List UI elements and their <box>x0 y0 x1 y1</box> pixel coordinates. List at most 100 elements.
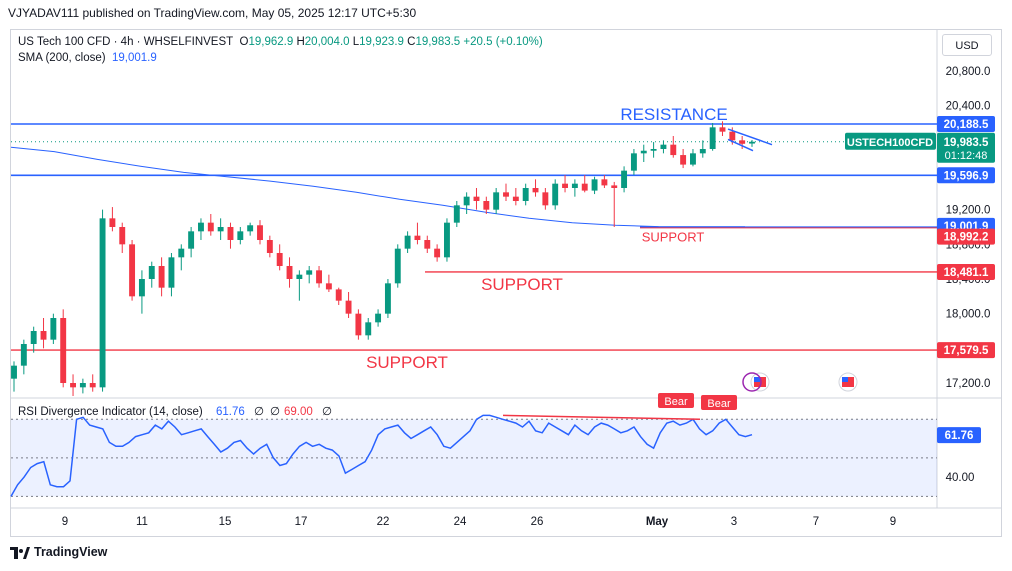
legend-price-row: US Tech 100 CFD · 4h · WHSELFINVEST O19,… <box>18 34 543 50</box>
candle-body <box>237 231 244 240</box>
price-label-bg <box>937 167 995 184</box>
candle-body <box>522 188 529 201</box>
candle-body <box>463 196 470 206</box>
x-tick-label: 17 <box>295 516 308 528</box>
bear-label-bg <box>658 393 694 408</box>
symbol-tag-bg <box>845 132 936 150</box>
price-label: 18,481.1 <box>944 267 989 279</box>
candle-body <box>394 248 401 284</box>
footer-text: TradingView <box>34 545 108 559</box>
rsi-line <box>10 414 753 497</box>
x-tick-label: 3 <box>731 516 737 528</box>
candle-body <box>719 127 726 132</box>
rsi-legend-value-2: 69.00 <box>284 406 313 418</box>
annotation-support: SUPPORT <box>642 230 705 245</box>
tradingview-footer[interactable]: TradingView <box>10 545 107 559</box>
candle-body <box>571 183 578 188</box>
annotation-support: SUPPORT <box>366 353 448 372</box>
bear-label: Bear <box>664 396 688 408</box>
x-tick-label: 22 <box>377 516 390 528</box>
symbol-label[interactable]: US Tech 100 CFD · 4h · WHSELFINVEST <box>18 36 234 48</box>
candle-body <box>640 150 647 154</box>
currency-button[interactable]: USD <box>942 34 992 56</box>
bear-label: Bear <box>707 398 731 410</box>
candle-body <box>670 144 677 156</box>
price-label: 20,188.5 <box>944 119 989 131</box>
candle-body <box>690 153 696 165</box>
candle-body <box>119 227 126 245</box>
flag-canton-icon <box>842 377 848 382</box>
sma-label[interactable]: SMA (200, close) <box>18 52 106 64</box>
candle-body <box>158 266 165 288</box>
x-tick-label: 15 <box>219 516 232 528</box>
candle-body <box>316 270 322 284</box>
candle-body <box>188 231 195 249</box>
candle-body <box>473 196 480 201</box>
ohlc-low: 19,923.9 <box>359 36 404 48</box>
candle-body <box>306 270 313 275</box>
bear-label-bg <box>701 395 737 410</box>
price-label-bg <box>937 115 995 132</box>
sma-value: 19,001.9 <box>111 52 157 64</box>
rsi-bear-divergence-line <box>502 414 701 421</box>
candle-body <box>581 183 588 191</box>
candle-body <box>404 235 411 249</box>
candle-body <box>30 331 37 344</box>
ohlc-change: +20.5 (+0.10%) <box>463 36 543 48</box>
candle-body <box>552 183 559 206</box>
candle-body <box>227 227 234 240</box>
candle-body <box>79 383 86 388</box>
rsi-legend-label[interactable]: RSI Divergence Indicator (14, close) <box>18 406 203 418</box>
candle-body <box>503 192 509 197</box>
price-label-bg <box>937 228 995 245</box>
wedge-upper-trendline <box>727 128 773 146</box>
candle-body <box>660 144 667 149</box>
sma-line <box>10 146 745 228</box>
candle-body <box>345 300 352 314</box>
x-tick-label: 24 <box>454 516 467 528</box>
chart-legend: US Tech 100 CFD · 4h · WHSELFINVEST O19,… <box>18 34 543 66</box>
candle-body <box>384 283 391 314</box>
price-label: 19,596.9 <box>944 170 989 182</box>
ohlc-open: 19,962.9 <box>248 36 294 48</box>
y-tick-label: 17,200.0 <box>946 378 991 390</box>
candle-body <box>70 383 76 388</box>
candle-body <box>542 192 549 206</box>
candle-body <box>699 149 706 154</box>
x-tick-label: 26 <box>531 516 544 528</box>
rsi-legend-empty-1: ∅ <box>254 406 264 418</box>
candle-body <box>611 185 618 188</box>
candle-body <box>129 244 136 297</box>
candle-body <box>257 225 263 240</box>
price-label: 17,579.5 <box>944 345 989 357</box>
candle-body <box>650 149 657 151</box>
candle-body <box>601 179 608 186</box>
candle-body <box>512 196 519 201</box>
annotation-support: SUPPORT <box>481 275 563 294</box>
symbol-tag: USTECH100CFD <box>847 137 933 149</box>
candle-body <box>11 365 17 379</box>
candle-body <box>483 201 490 210</box>
candle-body <box>207 222 214 232</box>
candle-body <box>630 153 637 171</box>
candle-body <box>729 131 736 141</box>
rsi-value-tag: 61.76 <box>945 430 974 442</box>
candle-body <box>217 227 224 232</box>
y-tick-label: 20,800.0 <box>946 66 991 78</box>
ohlc-low-label: L <box>352 36 360 48</box>
x-tick-label: May <box>646 516 669 528</box>
candle-body <box>414 235 421 240</box>
candle-body <box>355 313 362 336</box>
candle-body <box>493 192 500 210</box>
publisher-line: VJYADAV111 published on TradingView.com,… <box>8 6 417 20</box>
current-price-tag-bg <box>937 132 995 163</box>
countdown-timer: 01:12:48 <box>945 150 988 162</box>
candle-body <box>247 225 254 232</box>
rsi-legend-value: 61.76 <box>216 406 245 418</box>
candle-body <box>424 240 431 249</box>
candle-body <box>40 331 47 340</box>
x-tick-label: 9 <box>890 516 896 528</box>
rsi-value-tag-bg <box>937 427 981 444</box>
candle-body <box>148 266 155 279</box>
